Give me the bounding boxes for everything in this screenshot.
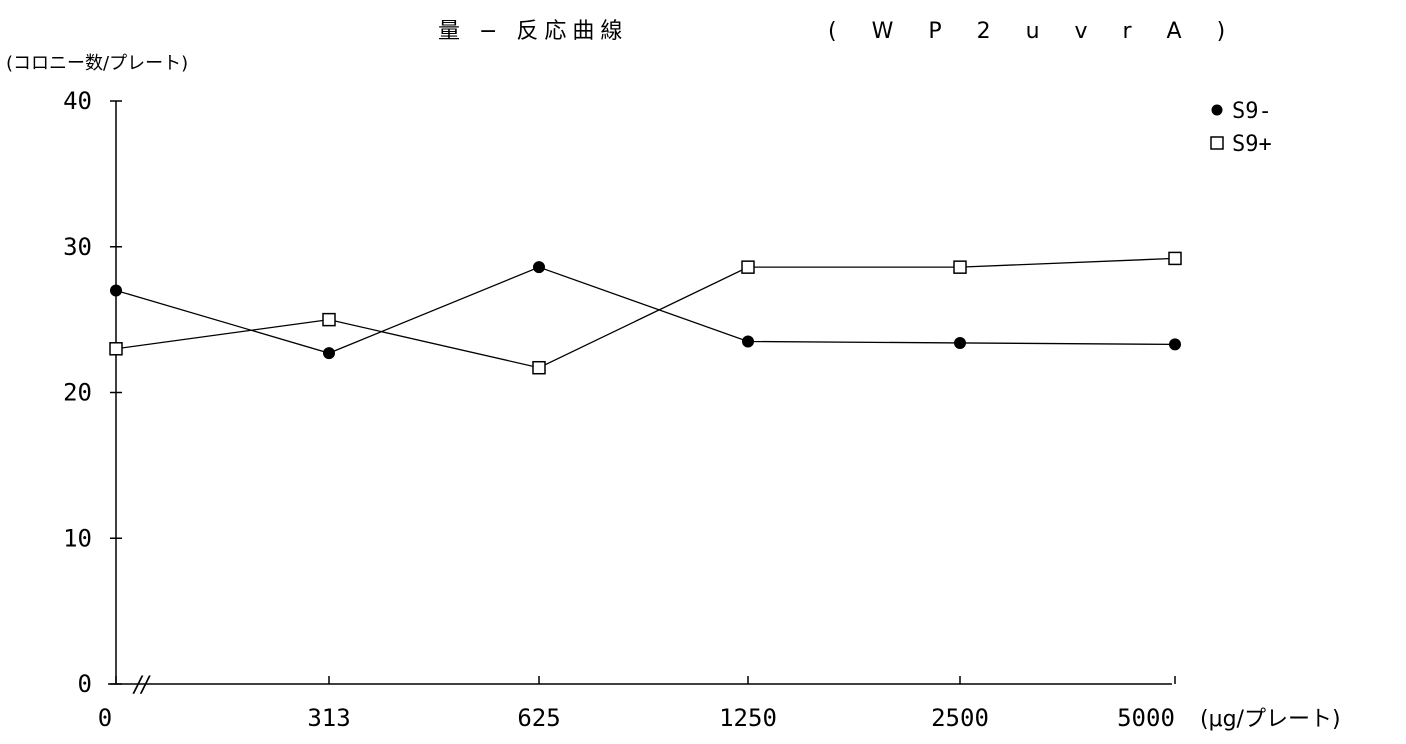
x-tick-label: 625 [517, 704, 560, 732]
series-layer [109, 251, 1182, 375]
data-point-s9-minus [1169, 338, 1181, 351]
data-point-s9-plus [741, 260, 755, 274]
x-tick-label: 0 [98, 704, 112, 732]
y-tick-label: 40 [63, 87, 92, 115]
legend: S9-S9+ [1210, 99, 1272, 157]
chart-title: 量 − 反応曲線 [438, 19, 628, 44]
x-axis-unit-label: (μg/プレート) [1200, 707, 1341, 732]
data-point-s9-minus [323, 347, 335, 360]
data-point-s9-plus [1168, 251, 1182, 266]
x-axis-ticks: 0 313 625 1250 2500 5000 [98, 676, 1176, 732]
y-tick-label: 10 [63, 524, 92, 552]
data-point-s9-minus [110, 284, 122, 297]
x-tick-label: 5000 [1117, 704, 1175, 732]
legend-label-s9-minus: S9- [1232, 99, 1272, 124]
x-tick-label: 2500 [931, 704, 989, 732]
data-point-s9-plus [322, 312, 336, 327]
y-tick-label: 0 [78, 670, 92, 698]
data-point-s9-plus [109, 342, 123, 356]
legend-label-s9-plus: S9+ [1232, 132, 1272, 157]
data-point-s9-plus [532, 360, 546, 375]
legend-marker-s9-minus [1211, 104, 1223, 116]
data-point-s9-minus [954, 336, 966, 349]
y-tick-label: 20 [63, 379, 92, 407]
x-tick-label: 1250 [719, 704, 777, 732]
y-tick-label: 30 [63, 233, 92, 261]
legend-marker-s9-plus [1210, 136, 1224, 150]
series-line-s9-plus [115, 257, 1176, 369]
x-tick-label: 313 [307, 704, 350, 732]
data-point-s9-minus [533, 261, 545, 274]
x-axis-break-mark: // [132, 673, 151, 698]
y-axis-label: (コロニー数/プレート) [6, 53, 188, 74]
data-point-s9-plus [953, 260, 967, 274]
chart-subtitle: ( W P 2 u v r A ) [828, 19, 1239, 44]
data-point-s9-minus [742, 335, 754, 348]
series-line-s9-minus [115, 266, 1176, 354]
y-axis-ticks: 0 10 20 30 40 [63, 87, 122, 698]
